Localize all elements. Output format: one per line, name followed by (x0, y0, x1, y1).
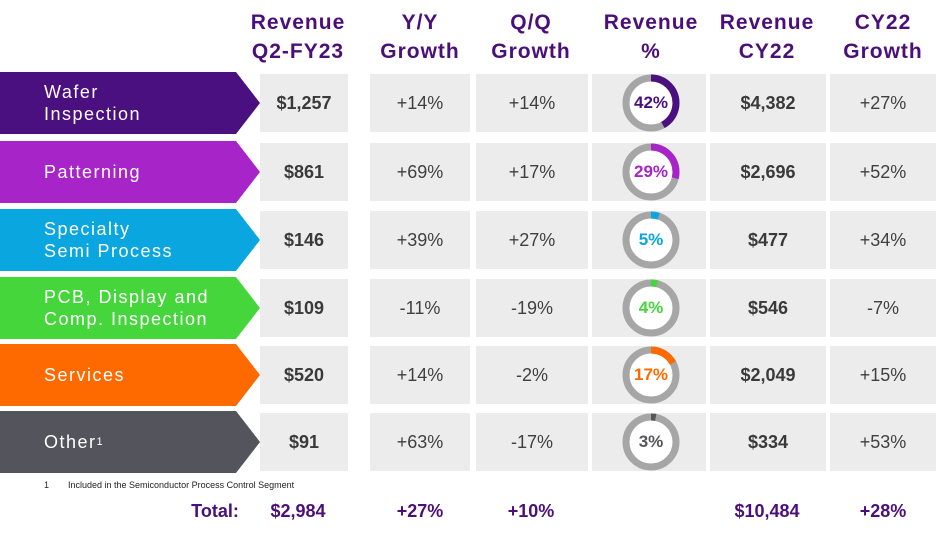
table-row: $520 +14% -2% $2,049 +15% Services 17% (0, 344, 940, 406)
revenue-pct-value: 29% (633, 162, 669, 181)
qq-growth-cell: +17% (476, 143, 588, 201)
table-row: $109 -11% -19% $546 -7% PCB, Display and Comp… (0, 277, 940, 339)
revenue-pct-donut: 4% (620, 277, 682, 339)
segment-name: Patterning (44, 162, 142, 182)
yy-growth-cell: -11% (370, 279, 470, 337)
donut-arc (622, 74, 680, 132)
header-qq-growth: Q/Q Growth (491, 11, 571, 63)
donut-arc (622, 211, 680, 269)
header-revenue-pct: Revenue % (603, 11, 699, 63)
revenue-pct-value: 42% (633, 93, 669, 112)
segment-label: Patterning (44, 141, 244, 203)
donut-arc (622, 279, 680, 337)
revenue-cy22-cell: $2,696 (710, 143, 826, 201)
qq-growth-cell: +27% (476, 211, 588, 269)
cy22-growth-cell: +15% (830, 346, 936, 404)
qq-growth-cell: -2% (476, 346, 588, 404)
footnote-marker: 1 (96, 436, 105, 448)
header-yy-growth: Y/Y Growth (380, 11, 460, 63)
table-row: $1,257 +14% +14% $4,382 +27% Wafer Inspection… (0, 72, 940, 134)
table-row: $861 +69% +17% $2,696 +52% Patterning 29% (0, 141, 940, 203)
yy-growth-cell: +39% (370, 211, 470, 269)
segment-label: Specialty Semi Process (44, 209, 244, 271)
qq-growth-cell: -17% (476, 413, 588, 471)
revenue-pct-donut: 3% (620, 411, 682, 473)
donut-arc (622, 413, 680, 471)
total-qq-growth: +10% (507, 500, 555, 521)
revenue-pct-value: 3% (638, 432, 664, 451)
revenue-cy22-cell: $546 (710, 279, 826, 337)
yy-growth-cell: +14% (370, 74, 470, 132)
revenue-q2fy23-cell: $109 (260, 279, 348, 337)
revenue-pct-value: 5% (638, 230, 664, 249)
cy22-growth-cell: -7% (830, 279, 936, 337)
footnote-number: 1 (44, 480, 50, 490)
revenue-q2fy23-cell: $146 (260, 211, 348, 269)
cy22-growth-cell: +34% (830, 211, 936, 269)
segment-name: Specialty Semi Process (44, 219, 174, 261)
segment-arrow: Patterning (0, 141, 260, 203)
segment-name: Wafer Inspection (44, 82, 142, 124)
revenue-q2fy23-cell: $91 (260, 413, 348, 471)
total-yy-growth: +27% (396, 500, 444, 521)
footnote-text: Included in the Semiconductor Process Co… (68, 480, 295, 490)
revenue-cy22-cell: $2,049 (710, 346, 826, 404)
revenue-pct-donut: 29% (620, 141, 682, 203)
revenue-pct-donut: 5% (620, 209, 682, 271)
revenue-pct-donut: 42% (620, 72, 682, 134)
header-cy22-growth: CY22 Growth (843, 11, 923, 63)
total-cy22-growth: +28% (859, 500, 907, 521)
yy-growth-cell: +63% (370, 413, 470, 471)
qq-growth-cell: +14% (476, 74, 588, 132)
cy22-growth-cell: +52% (830, 143, 936, 201)
segment-label: PCB, Display and Comp. Inspection (44, 277, 244, 339)
yy-growth-cell: +14% (370, 346, 470, 404)
cy22-growth-cell: +53% (830, 413, 936, 471)
revenue-q2fy23-cell: $1,257 (260, 74, 348, 132)
revenue-q2fy23-cell: $520 (260, 346, 348, 404)
revenue-pct-value: 4% (638, 298, 664, 317)
revenue-cy22-cell: $477 (710, 211, 826, 269)
segment-name: PCB, Display and Comp. Inspection (44, 287, 210, 329)
total-revenue: $2,984 (270, 500, 326, 521)
revenue-q2fy23-cell: $861 (260, 143, 348, 201)
segment-arrow: Services (0, 344, 260, 406)
donut-arc (622, 346, 680, 404)
segment-label: Services (44, 344, 244, 406)
yy-growth-cell: +69% (370, 143, 470, 201)
segment-arrow: Specialty Semi Process (0, 209, 260, 271)
total-label: Total: (191, 500, 239, 521)
header-revenue-cy22: Revenue CY22 (719, 11, 815, 63)
revenue-cy22-cell: $4,382 (710, 74, 826, 132)
segment-arrow: Other 1 (0, 411, 260, 473)
segment-arrow: Wafer Inspection (0, 72, 260, 134)
segment-label: Wafer Inspection (44, 72, 244, 134)
qq-growth-cell: -19% (476, 279, 588, 337)
segment-name: Services (44, 365, 126, 385)
segment-label: Other 1 (44, 411, 244, 473)
revenue-cy22-cell: $334 (710, 413, 826, 471)
total-revenue-cy22: $10,484 (734, 500, 800, 521)
table-row: $146 +39% +27% $477 +34% Specialty Semi Proce… (0, 209, 940, 271)
revenue-pct-value: 17% (633, 365, 669, 384)
donut-arc (622, 143, 680, 201)
segment-arrow: PCB, Display and Comp. Inspection (0, 277, 260, 339)
header-revenue-q2fy23: Revenue Q2-FY23 (250, 11, 346, 63)
table-row: $91 +63% -17% $334 +53% Other 1 3% (0, 411, 940, 473)
segment-name: Other (44, 432, 97, 452)
cy22-growth-cell: +27% (830, 74, 936, 132)
revenue-pct-donut: 17% (620, 344, 682, 406)
